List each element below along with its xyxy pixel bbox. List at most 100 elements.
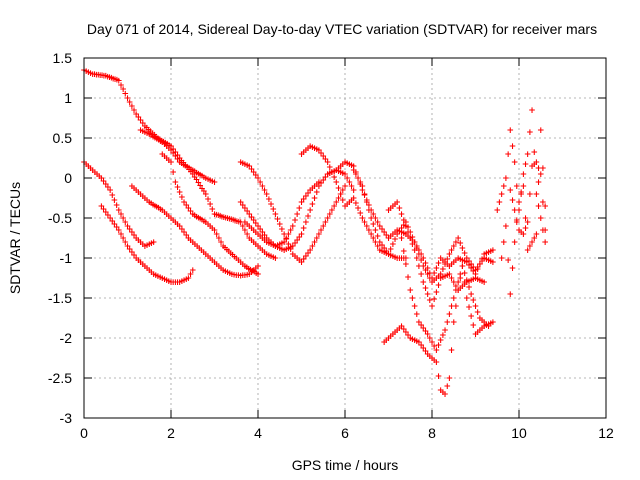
data-point: + xyxy=(406,286,414,296)
data-point: + xyxy=(363,196,371,206)
grid xyxy=(84,58,606,418)
data-point: + xyxy=(439,331,447,341)
data-point: + xyxy=(385,250,393,260)
data-point: + xyxy=(400,229,408,239)
data-point: + xyxy=(315,182,323,192)
data-point: + xyxy=(350,186,358,196)
data-point: + xyxy=(322,155,330,165)
data-point: + xyxy=(413,254,421,264)
data-point: + xyxy=(211,178,219,188)
data-point: + xyxy=(209,205,217,215)
data-point: + xyxy=(217,238,225,248)
data-point: + xyxy=(380,228,388,238)
data-point: + xyxy=(322,218,330,228)
data-point: + xyxy=(480,322,488,332)
data-point: + xyxy=(229,216,237,226)
data-point: + xyxy=(185,234,193,244)
data-point: + xyxy=(437,386,445,396)
data-point: + xyxy=(433,358,441,368)
data-point: + xyxy=(457,239,465,249)
data-point: + xyxy=(413,242,421,252)
data-point: + xyxy=(241,226,249,236)
data-point: + xyxy=(259,182,267,192)
data-point: + xyxy=(415,250,423,260)
data-point: + xyxy=(154,272,162,282)
data-point: + xyxy=(289,242,297,252)
data-point: + xyxy=(393,326,401,336)
data-point: + xyxy=(263,190,271,200)
data-point: + xyxy=(93,170,101,180)
data-point: + xyxy=(195,213,203,223)
data-point: + xyxy=(206,176,214,186)
data-point: + xyxy=(225,247,233,257)
data-point: + xyxy=(232,271,240,281)
data-point: + xyxy=(304,189,312,199)
data-point: + xyxy=(309,242,317,252)
data-point: + xyxy=(328,168,336,178)
data-point: + xyxy=(122,238,130,248)
data-point: + xyxy=(367,214,375,224)
data-point: + xyxy=(213,211,221,221)
data-point: + xyxy=(452,282,460,292)
data-point: + xyxy=(333,166,341,176)
data-point: + xyxy=(289,222,297,232)
data-point: + xyxy=(139,260,147,270)
data-point: + xyxy=(483,255,491,265)
data-point: + xyxy=(339,160,347,170)
data-point: + xyxy=(465,257,473,267)
data-point: + xyxy=(457,270,465,280)
data-point: + xyxy=(428,274,436,284)
data-point: + xyxy=(117,81,125,91)
data-point: + xyxy=(430,276,438,286)
data-point: + xyxy=(248,236,256,246)
data-point: + xyxy=(206,254,214,264)
data-point: + xyxy=(230,270,238,280)
data-point: + xyxy=(161,275,169,285)
data-point: + xyxy=(153,203,161,213)
data-point: + xyxy=(241,271,249,281)
data-point: + xyxy=(370,210,378,220)
data-point: + xyxy=(324,170,332,180)
data-point: + xyxy=(135,113,143,123)
data-point: + xyxy=(396,204,404,214)
data-point: + xyxy=(389,330,397,340)
data-point: + xyxy=(404,223,412,233)
data-point: + xyxy=(511,238,519,248)
x-tick-label: 2 xyxy=(167,425,175,441)
data-point: + xyxy=(467,264,475,274)
data-point: + xyxy=(457,255,465,265)
data-point: + xyxy=(524,150,532,160)
data-point: + xyxy=(98,174,106,184)
data-point: + xyxy=(111,75,119,85)
data-point: + xyxy=(461,280,469,290)
data-point: + xyxy=(522,160,530,170)
data-point: + xyxy=(250,168,258,178)
data-point: + xyxy=(132,110,140,120)
data-point: + xyxy=(298,150,306,160)
data-point: + xyxy=(517,228,525,238)
data-point: + xyxy=(124,222,132,232)
data-point: + xyxy=(113,201,121,211)
data-point: + xyxy=(448,246,456,256)
data-point: + xyxy=(393,198,401,208)
data-point: + xyxy=(100,177,108,187)
data-point: + xyxy=(183,163,191,173)
data-point: + xyxy=(113,76,121,86)
data-point: + xyxy=(406,234,414,244)
data-point: + xyxy=(306,142,314,152)
data-point: + xyxy=(385,334,393,344)
data-point: + xyxy=(128,102,136,112)
data-point: + xyxy=(541,226,549,236)
data-point: + xyxy=(435,281,443,291)
data-point: + xyxy=(528,162,536,172)
data-point: + xyxy=(196,171,204,181)
data-point: + xyxy=(159,150,167,160)
data-point: + xyxy=(441,390,449,400)
data-point: + xyxy=(280,246,288,256)
data-point: + xyxy=(163,210,171,220)
data-point: + xyxy=(95,71,103,81)
data-point: + xyxy=(441,272,449,282)
data-point: + xyxy=(372,238,380,248)
data-point: + xyxy=(448,274,456,284)
data-point: + xyxy=(100,205,108,215)
